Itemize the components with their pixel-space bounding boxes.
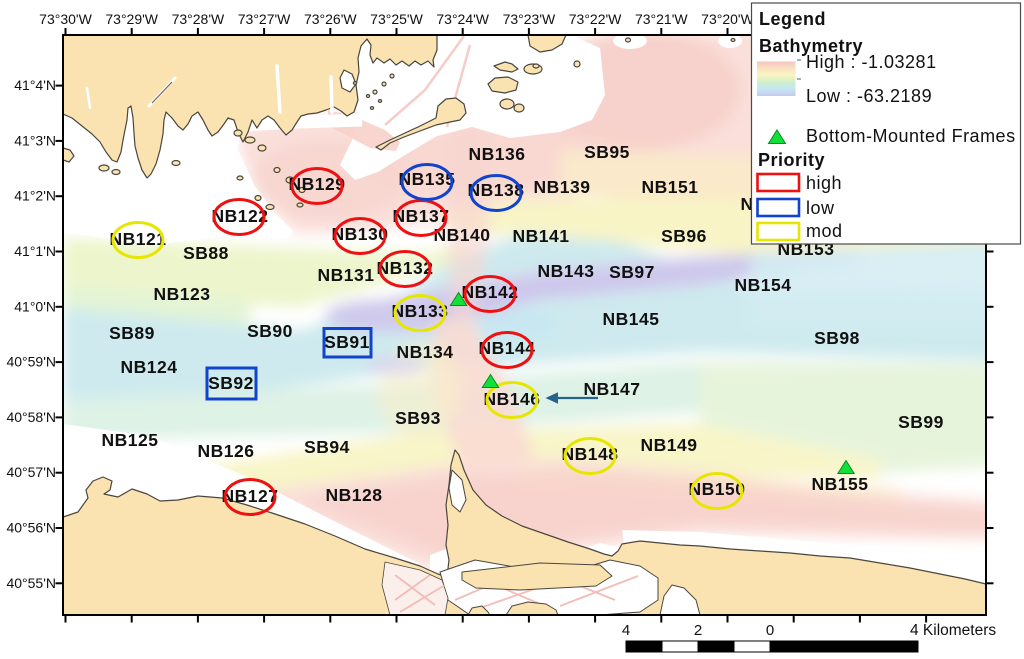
svg-text:73°27'W: 73°27'W: [238, 11, 291, 27]
svg-text:NB137: NB137: [393, 206, 450, 226]
svg-text:73°28'W: 73°28'W: [172, 11, 225, 27]
svg-text:73°29'W: 73°29'W: [105, 11, 158, 27]
svg-text:4: 4: [622, 622, 630, 639]
svg-text:NB149: NB149: [641, 435, 698, 455]
svg-text:NB155: NB155: [812, 474, 869, 494]
svg-text:40°55'N: 40°55'N: [6, 575, 56, 591]
svg-text:NB133: NB133: [392, 301, 449, 321]
svg-text:SB93: SB93: [395, 408, 441, 428]
svg-text:NB147: NB147: [584, 379, 641, 399]
svg-text:SB94: SB94: [304, 437, 350, 457]
svg-text:40°56'N: 40°56'N: [6, 520, 56, 536]
svg-text:Low : -63.2189: Low : -63.2189: [806, 86, 932, 106]
svg-text:41°0'N: 41°0'N: [14, 298, 56, 314]
svg-text:NB121: NB121: [110, 229, 167, 249]
svg-text:73°23'W: 73°23'W: [503, 11, 556, 27]
svg-text:NB125: NB125: [102, 430, 159, 450]
svg-text:NB126: NB126: [198, 441, 255, 461]
svg-text:SB97: SB97: [609, 262, 655, 282]
svg-text:Legend: Legend: [759, 9, 826, 29]
svg-text:SB95: SB95: [584, 142, 630, 162]
svg-text:2: 2: [694, 622, 702, 639]
svg-text:NB145: NB145: [603, 309, 660, 329]
svg-text:NB141: NB141: [513, 226, 570, 246]
svg-text:73°26'W: 73°26'W: [304, 11, 357, 27]
svg-text:NB135: NB135: [399, 169, 456, 189]
svg-text:NB122: NB122: [212, 206, 269, 226]
svg-text:NB144: NB144: [479, 338, 536, 358]
svg-text:SB98: SB98: [814, 328, 860, 348]
svg-text:Bathymetry: Bathymetry: [759, 36, 863, 56]
svg-text:NB131: NB131: [318, 265, 375, 285]
svg-text:SB99: SB99: [898, 412, 944, 432]
svg-text:40°59'N: 40°59'N: [6, 354, 56, 370]
svg-text:NB148: NB148: [562, 444, 619, 464]
svg-text:NB134: NB134: [397, 342, 454, 362]
svg-text:NB130: NB130: [332, 224, 389, 244]
svg-text:NB127: NB127: [222, 486, 279, 506]
svg-text:73°30'W: 73°30'W: [39, 11, 92, 27]
svg-text:Bottom-Mounted Frames: Bottom-Mounted Frames: [806, 126, 1016, 146]
svg-text:NB129: NB129: [289, 174, 346, 194]
svg-text:SB92: SB92: [208, 373, 254, 393]
svg-text:73°21'W: 73°21'W: [635, 11, 688, 27]
svg-text:NB124: NB124: [121, 357, 178, 377]
svg-text:40°58'N: 40°58'N: [6, 409, 56, 425]
svg-text:SB89: SB89: [109, 323, 155, 343]
svg-text:NB139: NB139: [534, 177, 591, 197]
svg-text:NB146: NB146: [484, 389, 541, 409]
svg-text:41°4'N: 41°4'N: [14, 77, 56, 93]
svg-text:NB151: NB151: [642, 177, 699, 197]
svg-text:NB142: NB142: [462, 282, 519, 302]
svg-text:NB132: NB132: [377, 258, 434, 278]
svg-text:SB91: SB91: [324, 332, 370, 352]
svg-text:NB123: NB123: [154, 284, 211, 304]
svg-text:NB154: NB154: [735, 275, 792, 295]
svg-text:Priority: Priority: [758, 150, 825, 170]
svg-text:41°2'N: 41°2'N: [14, 188, 56, 204]
svg-text:40°57'N: 40°57'N: [6, 464, 56, 480]
svg-text:NB136: NB136: [469, 144, 526, 164]
svg-text:NB143: NB143: [538, 261, 595, 281]
svg-text:SB90: SB90: [247, 321, 293, 341]
svg-text:NB150: NB150: [689, 479, 746, 499]
svg-text:73°25'W: 73°25'W: [370, 11, 423, 27]
svg-text:SB88: SB88: [183, 243, 229, 263]
svg-text:high: high: [806, 173, 842, 193]
svg-text:NB128: NB128: [326, 485, 383, 505]
svg-text:High : -1.03281: High : -1.03281: [806, 52, 937, 72]
svg-text:low: low: [806, 198, 835, 218]
svg-text:73°24'W: 73°24'W: [436, 11, 489, 27]
svg-text:0: 0: [766, 622, 774, 639]
svg-text:mod: mod: [806, 221, 843, 241]
svg-text:73°22'W: 73°22'W: [569, 11, 622, 27]
svg-text:41°3'N: 41°3'N: [14, 132, 56, 148]
svg-text:41°1'N: 41°1'N: [14, 243, 56, 259]
svg-text:SB96: SB96: [661, 226, 707, 246]
svg-text:4 Kilometers: 4 Kilometers: [910, 622, 996, 639]
svg-text:NB138: NB138: [468, 180, 525, 200]
svg-text:73°20'W: 73°20'W: [701, 11, 754, 27]
svg-text:NB140: NB140: [434, 225, 491, 245]
